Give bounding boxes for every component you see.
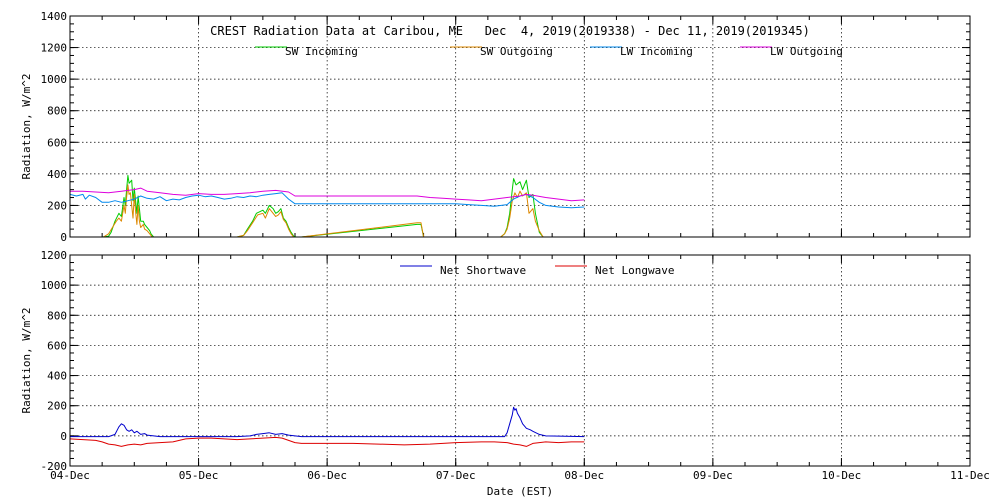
bottom-legend: Net Shortwave Net Longwave xyxy=(400,264,674,277)
top-ytick-label: 800 xyxy=(47,105,67,118)
sw-incoming-line xyxy=(70,174,585,238)
sw-outgoing-legend-label: SW Outgoing xyxy=(480,45,553,58)
top-y-axis-label: Radiation, W/m^2 xyxy=(20,74,33,180)
bottom-ytick-label: 800 xyxy=(47,309,67,322)
lw-incoming-legend-label: LW Incoming xyxy=(620,45,693,58)
xtick-label: 09-Dec xyxy=(693,469,733,482)
bottom-ytick-label: -200 xyxy=(41,460,68,473)
xtick-label: 06-Dec xyxy=(307,469,347,482)
top-ytick-label: 1400 xyxy=(41,10,68,23)
bottom-plot-frame xyxy=(69,254,971,467)
bottom-x-axis-label: Date (EST) xyxy=(487,485,553,498)
lw-outgoing-legend-label: LW Outgoing xyxy=(770,45,843,58)
xtick-label: 10-Dec xyxy=(822,469,862,482)
net-shortwave-legend-label: Net Shortwave xyxy=(440,264,526,277)
net-shortwave-line xyxy=(70,406,585,438)
top-ytick-label: 400 xyxy=(47,168,67,181)
bottom-grid xyxy=(70,255,970,466)
xtick-label: 05-Dec xyxy=(179,469,219,482)
lw-outgoing-line xyxy=(70,187,585,202)
top-ytick-label: 1200 xyxy=(41,42,68,55)
bottom-ytick-label: 1000 xyxy=(41,279,68,292)
top-ytick-label: 1000 xyxy=(41,73,68,86)
top-chart-title: CREST Radiation Data at Caribou, ME Dec … xyxy=(210,24,810,38)
top-ytick-label: 200 xyxy=(47,199,67,212)
top-tick-labels: 0 200 400 600 800 1000 1200 1400 xyxy=(41,10,68,244)
top-plot-frame xyxy=(69,15,971,238)
top-legend: SW Incoming SW Outgoing LW Incoming LW Outg… xyxy=(255,45,843,58)
sw-incoming-legend-label: SW Incoming xyxy=(285,45,358,58)
bottom-series xyxy=(69,406,585,447)
top-ytick-label: 600 xyxy=(47,136,67,149)
bottom-ytick-label: 600 xyxy=(47,339,67,352)
bottom-ytick-label: 200 xyxy=(47,400,67,413)
top-series xyxy=(69,174,585,238)
top-radiation-panel: 0 200 400 600 800 1000 1200 1400 Radiation, W/m… xyxy=(20,10,971,244)
bottom-ticks xyxy=(69,254,971,467)
top-ticks xyxy=(69,15,971,238)
xtick-label: 07-Dec xyxy=(436,469,476,482)
top-ytick-label: 0 xyxy=(60,231,67,244)
xtick-label: 04-Dec xyxy=(50,469,90,482)
net-longwave-line xyxy=(69,436,585,447)
bottom-tick-labels: -200 0 200 400 600 800 1000 1200 04-Dec 05-Dec 06-… xyxy=(41,249,990,482)
net-longwave-legend-label: Net Longwave xyxy=(595,264,674,277)
xtick-label: 08-Dec xyxy=(564,469,604,482)
bottom-ytick-label: 400 xyxy=(47,370,67,383)
xtick-label: 11-Dec xyxy=(950,469,990,482)
bottom-ytick-label: 0 xyxy=(60,430,67,443)
lw-incoming-line xyxy=(69,192,585,209)
bottom-y-axis-label: Radiation, W/m^2 xyxy=(20,308,33,414)
bottom-net-radiation-panel: -200 0 200 400 600 800 1000 1200 04-Dec 05-Dec 06-… xyxy=(20,249,990,498)
bottom-ytick-label: 1200 xyxy=(41,249,68,262)
